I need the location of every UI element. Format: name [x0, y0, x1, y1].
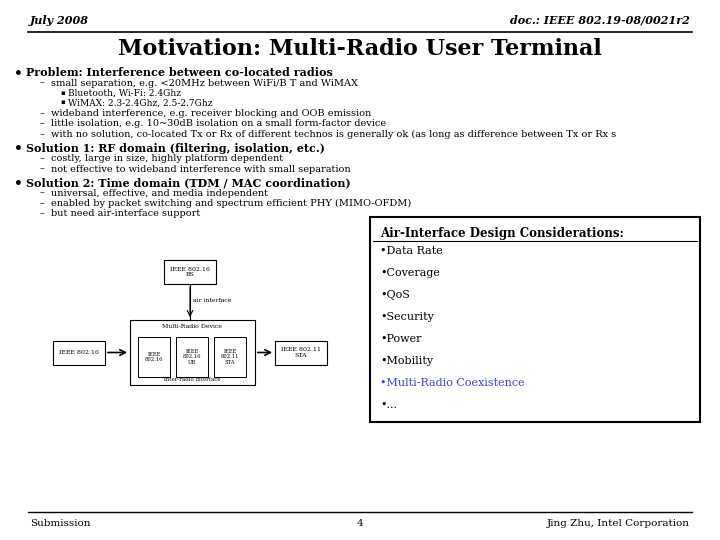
- Text: –: –: [40, 154, 45, 163]
- Text: July 2008: July 2008: [30, 15, 89, 25]
- Text: with no solution, co-located Tx or Rx of different technos is generally ok (as l: with no solution, co-located Tx or Rx of…: [51, 130, 616, 139]
- Bar: [164, 260, 216, 284]
- Text: air interface: air interface: [193, 298, 232, 302]
- Text: Submission: Submission: [30, 519, 91, 529]
- Text: –: –: [40, 119, 45, 129]
- Text: IEEE
802.11
STA: IEEE 802.11 STA: [221, 349, 239, 365]
- Text: •: •: [14, 143, 23, 157]
- Bar: [130, 320, 255, 385]
- Text: 4: 4: [356, 519, 364, 529]
- Text: IEEE
802.16
UB: IEEE 802.16 UB: [183, 349, 202, 365]
- Text: •Multi-Radio Coexistence: •Multi-Radio Coexistence: [380, 378, 525, 388]
- Text: Air-Interface Design Considerations:: Air-Interface Design Considerations:: [380, 227, 624, 240]
- Text: Solution 2: Time domain (TDM / MAC coordination): Solution 2: Time domain (TDM / MAC coord…: [26, 177, 351, 188]
- Text: little isolation, e.g. 10~30dB isolation on a small form-factor device: little isolation, e.g. 10~30dB isolation…: [51, 119, 386, 129]
- Text: •Coverage: •Coverage: [380, 268, 440, 278]
- Text: •Mobility: •Mobility: [380, 356, 433, 366]
- Text: –: –: [40, 78, 45, 87]
- Text: Bluetooth, Wi-Fi: 2.4Ghz: Bluetooth, Wi-Fi: 2.4Ghz: [68, 89, 181, 98]
- Text: –: –: [40, 109, 45, 118]
- Text: –: –: [40, 210, 45, 219]
- Text: –: –: [40, 199, 45, 208]
- Bar: [214, 337, 246, 377]
- Bar: [176, 337, 208, 377]
- Text: universal, effective, and media independent: universal, effective, and media independ…: [51, 188, 268, 198]
- Text: Solution 1: RF domain (filtering, isolation, etc.): Solution 1: RF domain (filtering, isolat…: [26, 143, 325, 153]
- Text: doc.: IEEE 802.19-08/0021r2: doc.: IEEE 802.19-08/0021r2: [510, 15, 690, 25]
- Bar: [370, 217, 700, 422]
- Text: –: –: [40, 165, 45, 173]
- Text: •Power: •Power: [380, 334, 421, 344]
- Text: WiMAX: 2.3-2.4Ghz, 2.5-2.7Ghz: WiMAX: 2.3-2.4Ghz, 2.5-2.7Ghz: [68, 98, 212, 107]
- Text: –: –: [40, 188, 45, 198]
- Text: IEEE 802.16
BS: IEEE 802.16 BS: [170, 267, 210, 278]
- Text: IEEE
802.16: IEEE 802.16: [145, 352, 163, 362]
- Text: inter-radio interface: inter-radio interface: [164, 377, 221, 382]
- Text: but need air-interface support: but need air-interface support: [51, 210, 200, 219]
- Text: IEEE 802.11
STA: IEEE 802.11 STA: [281, 347, 321, 358]
- Text: Motivation: Multi-Radio User Terminal: Motivation: Multi-Radio User Terminal: [118, 38, 602, 60]
- Text: ▪: ▪: [60, 89, 65, 97]
- Text: •Data Rate: •Data Rate: [380, 246, 443, 256]
- Text: •: •: [14, 177, 23, 191]
- Bar: [275, 341, 327, 364]
- Text: wideband interference, e.g. receiver blocking and OOB emission: wideband interference, e.g. receiver blo…: [51, 109, 372, 118]
- Text: IEEE 802.16: IEEE 802.16: [59, 350, 99, 355]
- Text: small separation, e.g. <20MHz between WiFi/B T and WiMAX: small separation, e.g. <20MHz between Wi…: [51, 78, 358, 87]
- Text: costly, large in size, highly platform dependent: costly, large in size, highly platform d…: [51, 154, 283, 163]
- Bar: [138, 337, 170, 377]
- Text: –: –: [40, 130, 45, 139]
- Text: Jing Zhu, Intel Corporation: Jing Zhu, Intel Corporation: [547, 519, 690, 529]
- Bar: [53, 341, 105, 364]
- Text: •...: •...: [380, 400, 397, 410]
- Text: enabled by packet switching and spectrum efficient PHY (MIMO-OFDM): enabled by packet switching and spectrum…: [51, 199, 411, 208]
- Text: ▪: ▪: [60, 98, 65, 106]
- Text: Multi-Radio Device: Multi-Radio Device: [163, 323, 222, 328]
- Text: •Security: •Security: [380, 312, 434, 322]
- Text: •QoS: •QoS: [380, 290, 410, 300]
- Text: •: •: [14, 67, 23, 81]
- Text: not effective to wideband interference with small separation: not effective to wideband interference w…: [51, 165, 351, 173]
- Text: Problem: Interference between co-located radios: Problem: Interference between co-located…: [26, 67, 333, 78]
